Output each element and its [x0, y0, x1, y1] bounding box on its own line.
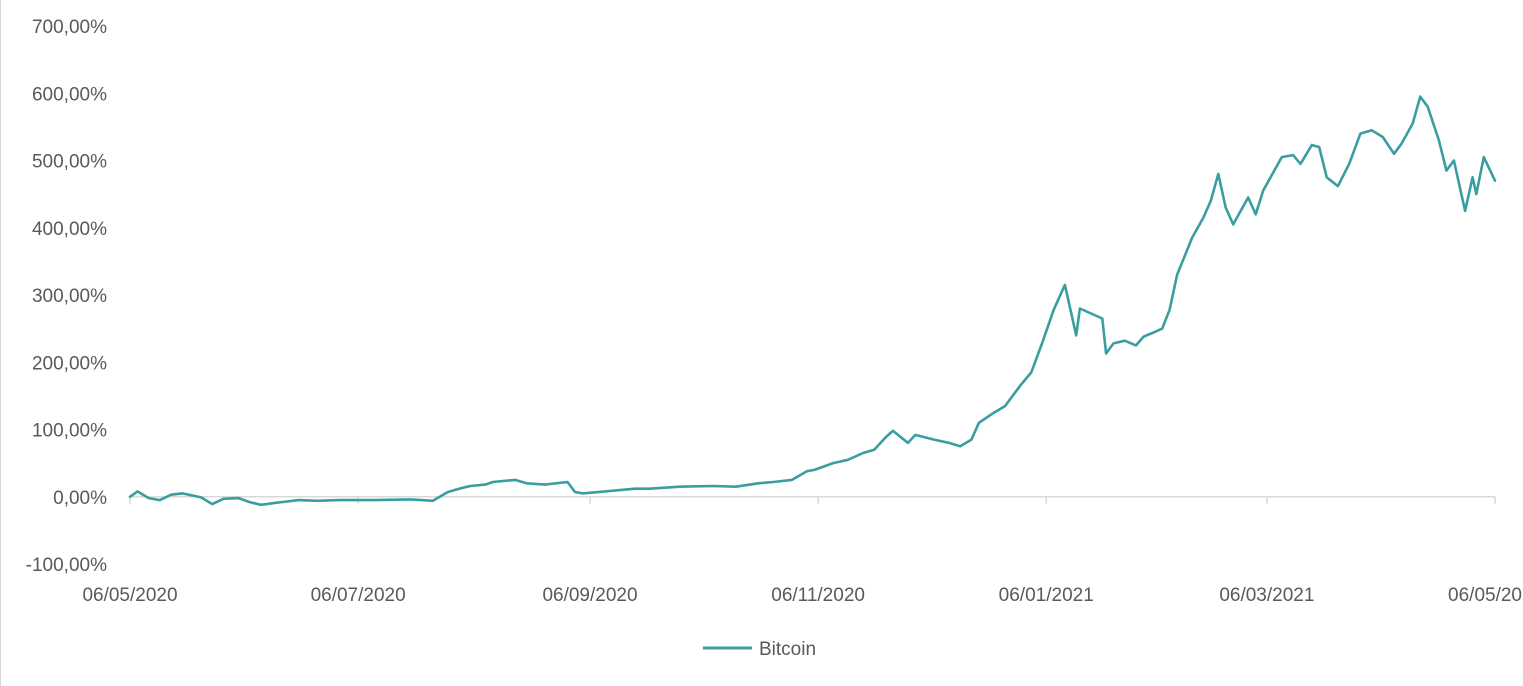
y-tick-label: 200,00% — [32, 353, 107, 374]
y-tick-label: 300,00% — [32, 286, 107, 307]
x-tick-label: 06/01/2021 — [999, 585, 1094, 606]
y-tick-label: 0,00% — [53, 488, 107, 509]
y-tick-label: 100,00% — [32, 421, 107, 442]
y-axis-tick-labels: -100,00% 0,00% 100,00% 200,00% 300,00% 400,00… — [26, 17, 107, 576]
x-tick-label: 06/07/2020 — [311, 585, 406, 606]
x-tick-label: 06/03/2021 — [1219, 585, 1314, 606]
y-tick-label: 700,00% — [32, 17, 107, 38]
x-axis-tick-labels: 06/05/2020 06/07/2020 06/09/2020 06/11/2020… — [82, 585, 1522, 606]
series-layer — [128, 95, 1497, 507]
legend-label: Bitcoin — [759, 639, 816, 660]
y-tick-label: 500,00% — [32, 152, 107, 173]
y-tick-label: 600,00% — [32, 84, 107, 105]
y-tick-label: -100,00% — [26, 555, 107, 576]
x-tick-label: 06/05/20 — [1448, 585, 1522, 606]
legend: Bitcoin — [703, 639, 816, 660]
x-tick-label: 06/11/2020 — [771, 585, 865, 606]
x-tick-label: 06/09/2020 — [542, 585, 637, 606]
y-tick-label: 400,00% — [32, 219, 107, 240]
series-line-bitcoin — [128, 95, 1497, 507]
x-tick-label: 06/05/2020 — [82, 585, 177, 606]
